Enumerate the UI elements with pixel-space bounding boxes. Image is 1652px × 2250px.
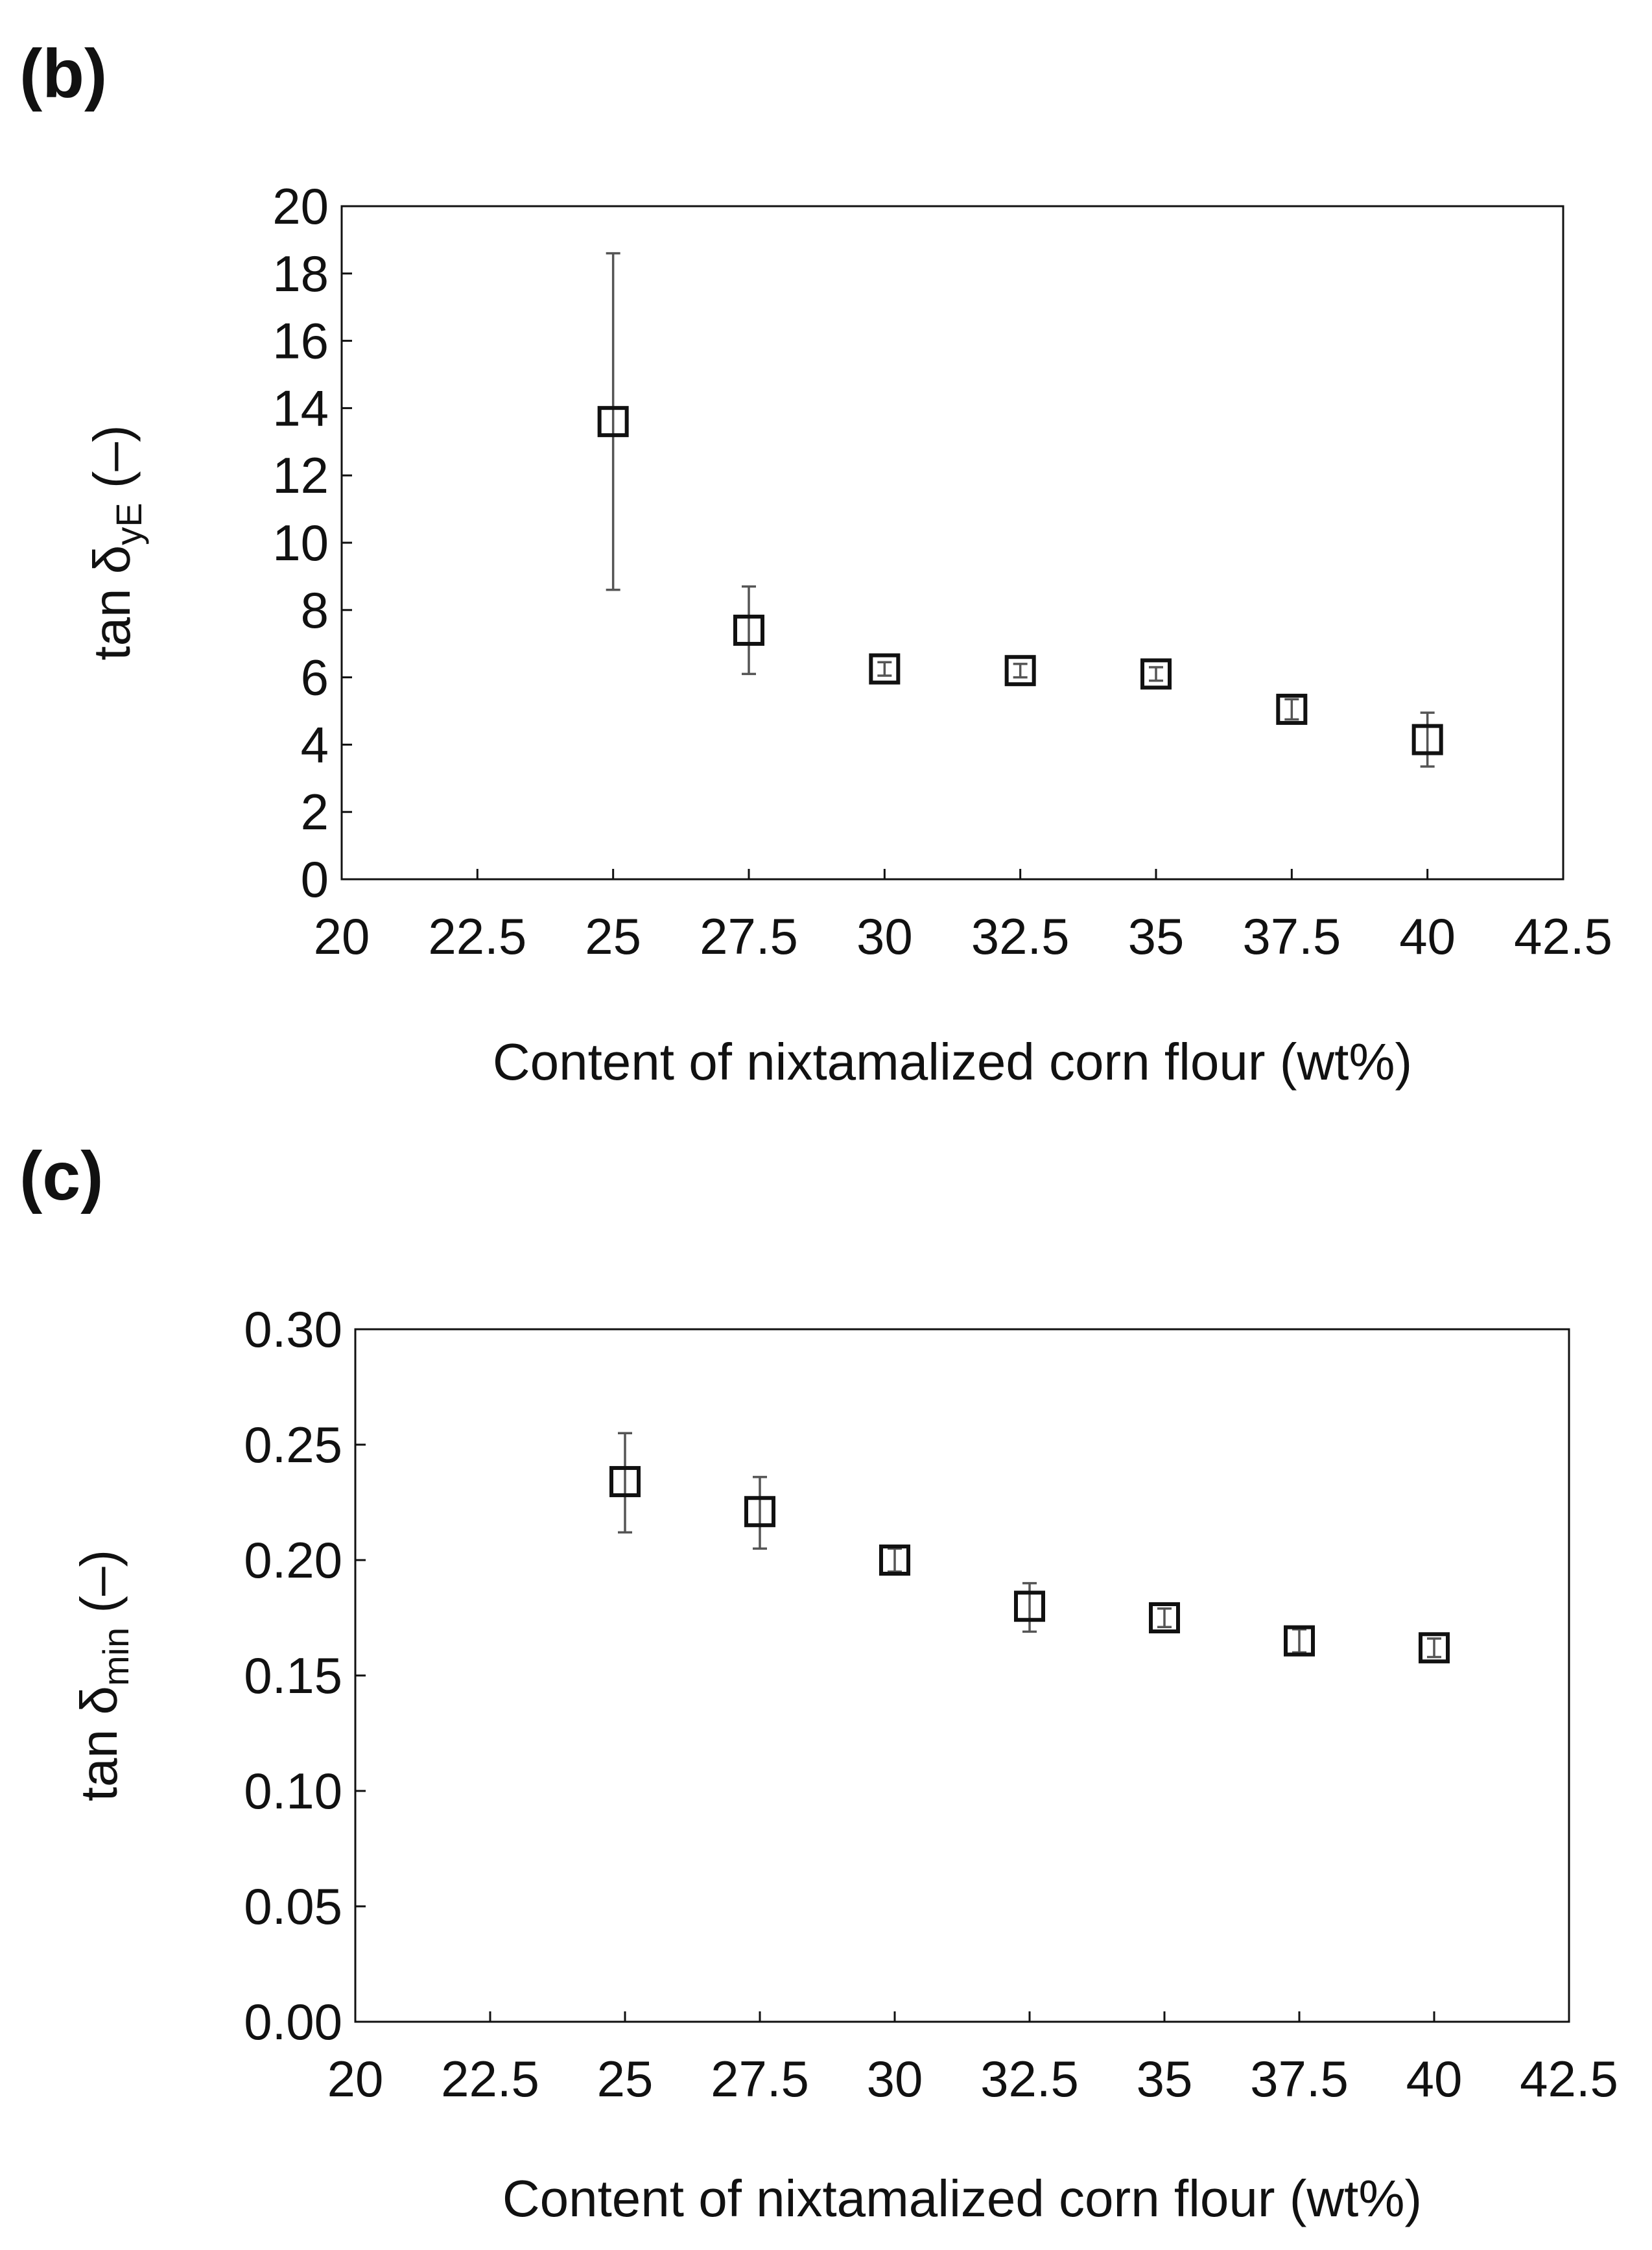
data-point-b	[869, 653, 901, 685]
y-axis-title-c-main: tan δ	[70, 1686, 128, 1801]
x-tick-label-b: 32.5	[971, 908, 1070, 965]
x-tick-label-b: 42.5	[1514, 908, 1612, 965]
plot-area-b	[340, 205, 1564, 881]
x-tick-label-b: 20	[314, 908, 370, 965]
data-point-b	[1411, 724, 1443, 755]
x-tick-label-b: 37.5	[1242, 908, 1341, 965]
x-axis-c: 20 22.5 25 27.5 30 32.5 35 37.5 40 42.5	[327, 2011, 1618, 2107]
y-axis-title-b-sub: yE	[108, 503, 149, 545]
y-tick-label-c: 0.15	[244, 1647, 342, 1704]
x-tick-label-c: 35	[1137, 2050, 1193, 2107]
data-point-b	[1004, 655, 1036, 687]
x-axis-b: 20 22.5 25 27.5 30 32.5 35 37.5 40 42.5	[314, 869, 1612, 965]
panel-c: (c) 20 22.5 25 27.5 30 32.5 35 37.5 40 42.5 0.000…	[19, 1138, 1618, 2227]
data-series-c	[609, 1432, 1450, 1664]
y-tick-label-b: 0	[301, 851, 329, 908]
x-tick-label-b: 40	[1399, 908, 1456, 965]
data-point-c	[1014, 1591, 1045, 1622]
x-tick-label-c: 22.5	[441, 2050, 539, 2107]
panel-label-c: (c)	[19, 1138, 104, 1214]
data-point-c	[1284, 1625, 1315, 1657]
data-point-c	[1149, 1602, 1180, 1633]
x-tick-label-b: 22.5	[428, 908, 526, 965]
y-tick-label-c: 0.05	[244, 1878, 342, 1935]
data-point-b	[597, 406, 629, 438]
y-tick-label-c: 0.00	[244, 1993, 342, 2050]
data-point-b	[733, 614, 764, 646]
y-axis-title-b: tan δyE (–)	[83, 425, 149, 660]
x-axis-title-b: Content of nixtamalized corn flour (wt%)	[493, 1033, 1412, 1091]
y-axis-title-c-sub: min	[95, 1628, 136, 1686]
panel-b: (b) 20 22.5 25 27.5 30 32.5 35 37.5 40 42.5 0 2 4 6 8…	[19, 36, 1612, 1091]
y-tick-label-b: 12	[272, 447, 329, 504]
y-tick-label-b: 8	[301, 582, 329, 639]
plot-area-c	[354, 1328, 1570, 2023]
data-point-c	[744, 1496, 775, 1528]
data-point-b	[1276, 693, 1308, 725]
y-tick-label-c: 0.30	[244, 1301, 342, 1358]
data-series-b	[597, 252, 1443, 768]
y-tick-label-b: 4	[301, 716, 329, 773]
y-tick-label-b: 16	[272, 313, 329, 370]
x-tick-label-c: 37.5	[1250, 2050, 1349, 2107]
y-axis-c: 0.00 0.05 0.10 0.15 0.20 0.25 0.30	[244, 1301, 366, 2050]
x-tick-label-c: 27.5	[711, 2050, 809, 2107]
x-tick-label-c: 32.5	[980, 2050, 1079, 2107]
x-tick-label-c: 25	[597, 2050, 654, 2107]
y-axis-title-b-main: tan δ	[83, 545, 141, 661]
panel-label-b: (b)	[19, 36, 107, 112]
y-tick-label-c: 0.25	[244, 1416, 342, 1473]
y-axis-title-b-unit: (–)	[83, 425, 141, 503]
y-tick-label-b: 6	[301, 649, 329, 706]
x-tick-label-c: 20	[327, 2050, 384, 2107]
data-point-c	[1419, 1632, 1450, 1664]
x-tick-label-b: 35	[1128, 908, 1185, 965]
x-tick-label-c: 40	[1406, 2050, 1463, 2107]
x-tick-label-b: 25	[585, 908, 641, 965]
y-axis-title-c-unit: (–)	[70, 1550, 128, 1628]
x-tick-label-c: 30	[867, 2050, 923, 2107]
y-tick-label-b: 10	[272, 514, 329, 571]
data-point-c	[879, 1545, 910, 1576]
x-tick-label-b: 27.5	[700, 908, 798, 965]
x-axis-title-c: Content of nixtamalized corn flour (wt%)	[502, 2170, 1422, 2227]
data-point-b	[1140, 658, 1172, 690]
x-tick-label-b: 30	[856, 908, 913, 965]
data-point-c	[609, 1465, 641, 1497]
y-axis-title-c: tan δmin (–)	[70, 1550, 136, 1801]
y-tick-label-b: 20	[272, 178, 329, 235]
y-axis-b: 0 2 4 6 8 10 12 14 16 18 20	[272, 178, 352, 908]
y-tick-label-c: 0.10	[244, 1762, 342, 1819]
x-tick-label-c: 42.5	[1520, 2050, 1618, 2107]
y-tick-label-c: 0.20	[244, 1532, 342, 1589]
y-tick-label-b: 14	[272, 379, 329, 436]
y-tick-label-b: 2	[301, 783, 329, 840]
y-tick-label-b: 18	[272, 245, 329, 302]
